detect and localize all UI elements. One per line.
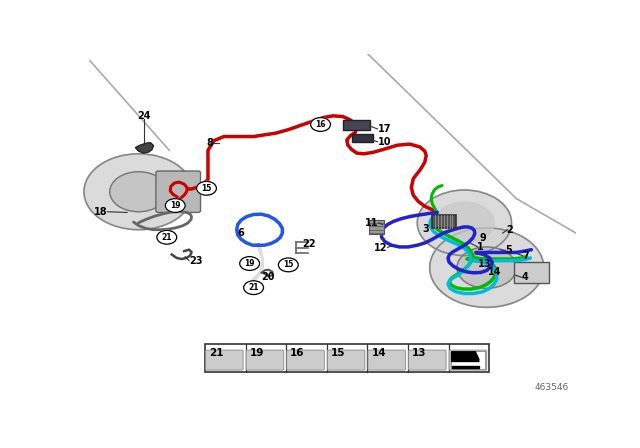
Text: 13: 13 — [478, 259, 492, 269]
FancyBboxPatch shape — [408, 350, 446, 370]
Text: 7: 7 — [522, 250, 529, 261]
Text: 16: 16 — [316, 120, 326, 129]
Circle shape — [196, 181, 216, 195]
Circle shape — [435, 202, 494, 244]
Circle shape — [457, 247, 516, 289]
Circle shape — [417, 190, 511, 255]
Text: 23: 23 — [189, 256, 203, 266]
Text: 15: 15 — [331, 348, 345, 358]
Text: 11: 11 — [365, 218, 379, 228]
Text: 18: 18 — [93, 207, 108, 217]
Bar — [352, 134, 372, 142]
FancyBboxPatch shape — [515, 263, 548, 283]
Bar — [205, 344, 489, 372]
Text: 19: 19 — [250, 348, 264, 358]
Text: 1: 1 — [477, 242, 484, 252]
Text: 9: 9 — [479, 233, 486, 243]
FancyBboxPatch shape — [327, 350, 365, 370]
Text: 16: 16 — [290, 348, 305, 358]
Text: 13: 13 — [412, 348, 426, 358]
Circle shape — [278, 258, 298, 272]
Text: 10: 10 — [378, 137, 391, 147]
Text: 22: 22 — [302, 239, 316, 249]
Text: 21: 21 — [209, 348, 223, 358]
Polygon shape — [452, 352, 479, 362]
Text: 21: 21 — [161, 233, 172, 242]
FancyBboxPatch shape — [246, 350, 284, 370]
Text: 15: 15 — [283, 260, 294, 269]
Text: 20: 20 — [261, 272, 275, 282]
Polygon shape — [136, 143, 154, 153]
Text: 19: 19 — [170, 201, 180, 210]
Text: 14: 14 — [488, 267, 501, 277]
Circle shape — [429, 228, 544, 307]
Circle shape — [244, 281, 264, 294]
Text: 4: 4 — [522, 272, 528, 282]
Text: 21: 21 — [248, 283, 259, 292]
FancyBboxPatch shape — [368, 350, 406, 370]
Bar — [451, 351, 485, 369]
Text: 24: 24 — [138, 111, 151, 121]
Text: 15: 15 — [202, 184, 212, 193]
Circle shape — [165, 198, 185, 212]
Text: 2: 2 — [507, 225, 513, 235]
Circle shape — [110, 172, 167, 212]
Text: 12: 12 — [374, 243, 388, 253]
Circle shape — [240, 257, 260, 271]
FancyBboxPatch shape — [205, 350, 243, 370]
Polygon shape — [452, 366, 479, 368]
Bar — [432, 215, 456, 228]
Text: 8: 8 — [206, 138, 213, 148]
Text: 6: 6 — [237, 228, 244, 238]
Bar — [343, 120, 370, 130]
Text: 463546: 463546 — [534, 383, 568, 392]
Circle shape — [310, 117, 330, 131]
Text: 14: 14 — [371, 348, 386, 358]
Text: 5: 5 — [506, 246, 512, 255]
FancyBboxPatch shape — [287, 350, 324, 370]
FancyBboxPatch shape — [449, 350, 486, 370]
FancyBboxPatch shape — [156, 171, 200, 212]
Text: 17: 17 — [378, 124, 391, 134]
Bar — [369, 220, 384, 234]
Circle shape — [84, 154, 193, 230]
Text: 19: 19 — [244, 259, 255, 268]
Circle shape — [157, 230, 177, 244]
Text: 3: 3 — [423, 224, 429, 234]
